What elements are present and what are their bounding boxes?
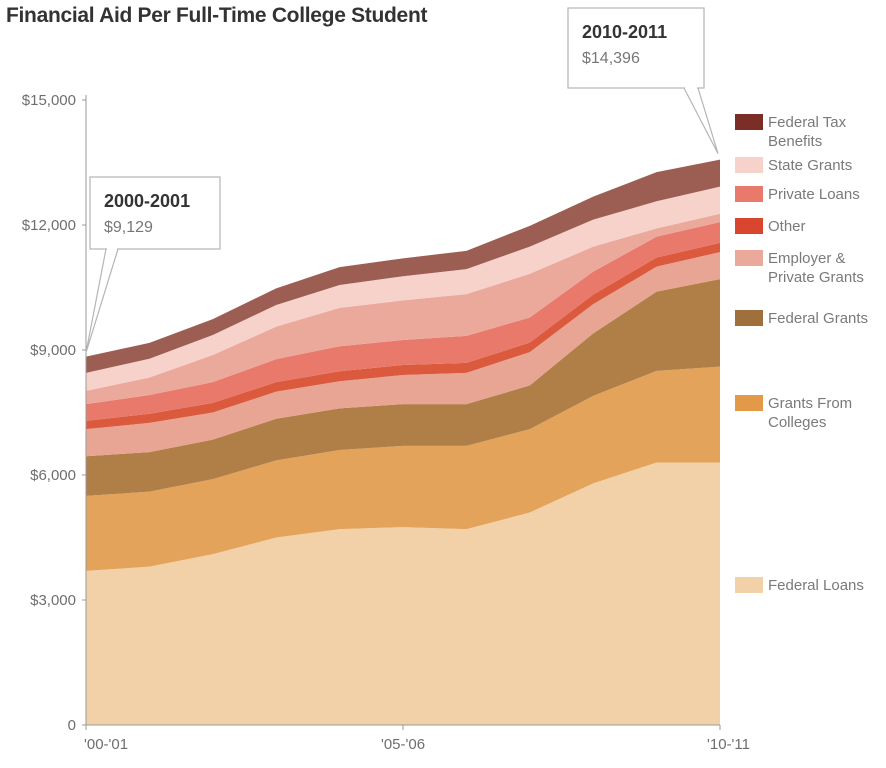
x-tick-label: '05-'06 bbox=[381, 736, 425, 753]
x-tick-label: '10-'11 bbox=[707, 736, 750, 753]
legend-swatch bbox=[735, 218, 763, 234]
area-other-4 bbox=[86, 242, 720, 430]
callout-period: 2010-2011 bbox=[582, 22, 667, 42]
legend-label: Grants From bbox=[768, 395, 852, 412]
area-state-grants-7 bbox=[86, 186, 720, 391]
area-federal-grants-2 bbox=[86, 279, 720, 496]
area-grants-from-colleges-1 bbox=[86, 366, 720, 571]
legend-swatch bbox=[735, 310, 763, 326]
y-tick-label: $12,000 bbox=[22, 217, 76, 234]
legend-swatch bbox=[735, 250, 763, 266]
callout-pointer bbox=[683, 87, 719, 154]
legend-label: Employer & bbox=[768, 250, 846, 267]
legend-swatch bbox=[735, 157, 763, 173]
area-private-loans-5 bbox=[86, 222, 720, 421]
area-federal-loans-0 bbox=[86, 462, 720, 725]
y-tick-label: $9,000 bbox=[30, 342, 76, 359]
chart-title: Financial Aid Per Full-Time College Stud… bbox=[6, 4, 428, 27]
legend-label: Private Loans bbox=[768, 186, 860, 203]
legend-label: Colleges bbox=[768, 414, 826, 431]
callout-value: $14,396 bbox=[582, 50, 640, 67]
callout-box bbox=[89, 176, 221, 250]
area-federal-tax-benefits-8 bbox=[86, 159, 720, 373]
area-employer-private-grants-3 bbox=[86, 252, 720, 457]
area-employer-private-grants-6 bbox=[86, 213, 720, 405]
legend-label: Other bbox=[768, 218, 806, 235]
legend-label: Benefits bbox=[768, 133, 822, 150]
y-tick-label: $3,000 bbox=[30, 592, 76, 609]
legend-swatch bbox=[735, 114, 763, 130]
legend-label: Federal Grants bbox=[768, 310, 868, 327]
legend-swatch bbox=[735, 577, 763, 593]
y-tick-label: $15,000 bbox=[22, 92, 76, 109]
callout-box bbox=[567, 7, 705, 89]
y-tick-label: 0 bbox=[68, 717, 76, 734]
legend-swatch bbox=[735, 395, 763, 411]
legend-label: State Grants bbox=[768, 157, 852, 174]
legend-label: Federal Tax bbox=[768, 114, 847, 131]
legend-label: Private Grants bbox=[768, 269, 864, 286]
legend-label: Federal Loans bbox=[768, 577, 864, 594]
y-tick-label: $6,000 bbox=[30, 467, 76, 484]
x-tick-label: '00-'01 bbox=[84, 736, 128, 753]
callout-period: 2000-2001 bbox=[104, 191, 190, 211]
callout-pointer bbox=[85, 248, 119, 353]
legend-swatch bbox=[735, 186, 763, 202]
callout-value: $9,129 bbox=[104, 219, 153, 236]
